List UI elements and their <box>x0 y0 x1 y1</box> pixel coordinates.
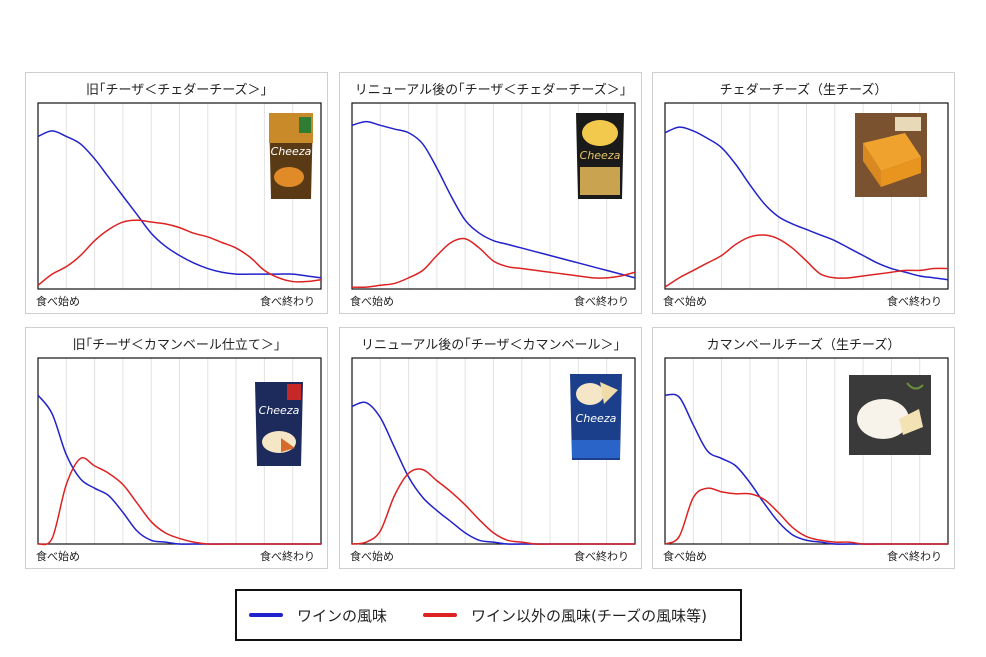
series-line-wine <box>351 120 636 279</box>
x-label-end: 食べ終わり <box>887 550 942 563</box>
cheeza-cheddar-renewal-package-icon: Cheeza <box>576 113 624 199</box>
legend-label-wine: ワインの風味 <box>297 606 388 625</box>
legend-item-other: ワイン以外の風味(チーズの風味等) <box>423 605 707 625</box>
line-chart-svg <box>37 102 322 290</box>
plot-frame <box>664 357 949 545</box>
chart-panel-1: 旧｢チーザ＜チェダーチーズ＞｣ Cheeza 食べ始め 食べ終わり <box>25 72 328 314</box>
plot-frame <box>351 102 636 290</box>
plot-frame <box>351 357 636 545</box>
series-line-other <box>664 234 949 288</box>
plot-area <box>664 102 949 290</box>
series-line-other <box>664 487 948 545</box>
cheeza-camembert-renewal-package-icon: Cheeza <box>570 374 622 460</box>
svg-text:Cheeza: Cheeza <box>271 145 312 158</box>
chart-title: カマンベールチーズ（生チーズ） <box>706 338 901 353</box>
chart-title: リニューアル後の｢チーザ＜チェダーチーズ＞｣ <box>354 83 627 98</box>
chart-panel-2: リニューアル後の｢チーザ＜チェダーチーズ＞｣ Cheeza 食べ始め 食べ終わり <box>339 72 642 314</box>
series-line-wine <box>37 130 322 279</box>
x-label-end: 食べ終わり <box>260 295 315 308</box>
x-label-end: 食べ終わり <box>574 295 629 308</box>
cheeza-cheddar-old-package-icon: Cheeza <box>269 113 313 199</box>
camembert-cheese-photo-icon <box>849 375 931 455</box>
chart-title: 旧｢チーザ＜カマンベール仕立て＞｣ <box>72 338 281 353</box>
x-label-end: 食べ終わり <box>574 550 629 563</box>
legend-swatch-wine <box>249 613 283 617</box>
plot-frame <box>664 102 949 290</box>
plot-area: Cheeza <box>351 102 636 290</box>
chart-panel-3: チェダーチーズ（生チーズ） 食べ始め 食べ終わり <box>652 72 955 314</box>
x-label-start: 食べ始め <box>36 295 80 308</box>
chart-legend: ワインの風味 ワイン以外の風味(チーズの風味等) <box>235 589 742 641</box>
plot-area: Cheeza <box>37 357 322 546</box>
series-line-other <box>37 219 322 286</box>
x-label-start: 食べ始め <box>350 550 394 563</box>
x-label-start: 食べ始め <box>350 295 394 308</box>
chart-title: 旧｢チーザ＜チェダーチーズ＞｣ <box>85 83 268 98</box>
chart-title: リニューアル後の｢チーザ＜カマンベール＞｣ <box>360 338 621 353</box>
chart-panel-6: カマンベールチーズ（生チーズ） 食べ始め 食べ終わり <box>652 327 955 569</box>
x-label-start: 食べ始め <box>36 550 80 563</box>
chart-title: チェダーチーズ（生チーズ） <box>719 83 888 98</box>
x-label-end: 食べ終わり <box>260 550 315 563</box>
chart-panel-4: 旧｢チーザ＜カマンベール仕立て＞｣ Cheeza 食べ始め 食べ終わり <box>25 327 328 569</box>
plot-area: Cheeza <box>37 102 322 290</box>
legend-item-wine: ワインの風味 <box>249 605 387 625</box>
chart-panel-5: リニューアル後の｢チーザ＜カマンベール＞｣ Cheeza 食べ始め 食べ終わり <box>339 327 642 569</box>
legend-swatch-other <box>423 613 457 617</box>
cheeza-camembert-old-package-icon: Cheeza <box>255 382 303 466</box>
x-label-end: 食べ終わり <box>887 295 942 308</box>
series-line-other <box>37 457 321 546</box>
x-label-start: 食べ始め <box>663 295 707 308</box>
plot-frame <box>37 102 322 290</box>
series-line-other <box>351 468 635 545</box>
svg-text:Cheeza: Cheeza <box>259 404 300 417</box>
x-label-start: 食べ始め <box>663 550 707 563</box>
cheddar-cheese-photo-icon <box>855 113 927 197</box>
series-line-other <box>351 237 636 289</box>
plot-area <box>664 357 949 545</box>
plot-area: Cheeza <box>351 357 636 545</box>
legend-label-other: ワイン以外の風味(チーズの風味等) <box>471 606 707 625</box>
svg-text:Cheeza: Cheeza <box>580 149 621 162</box>
svg-text:Cheeza: Cheeza <box>576 412 617 425</box>
